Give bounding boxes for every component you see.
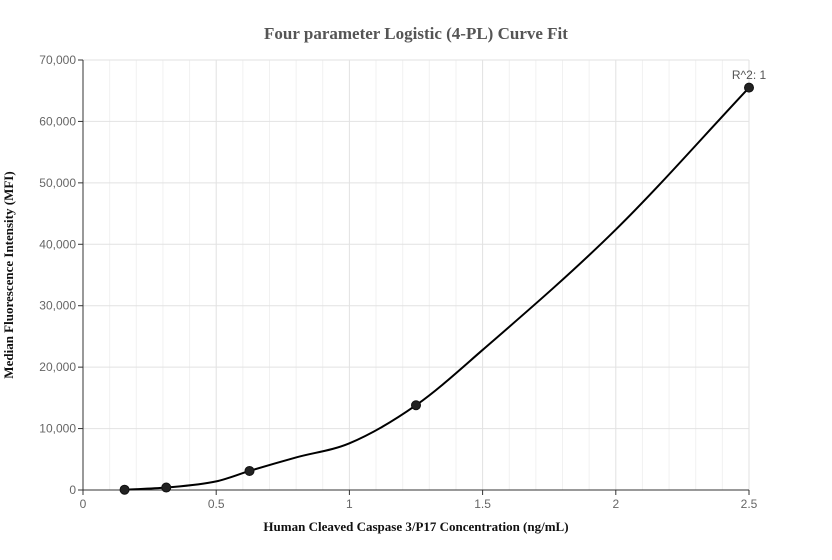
data-point[interactable] xyxy=(119,484,130,495)
data-point[interactable] xyxy=(744,82,754,93)
fit-curve xyxy=(124,86,750,491)
y-tick-label: 10,000 xyxy=(39,422,76,436)
x-tick-label: 2 xyxy=(612,497,619,511)
y-tick-label: 50,000 xyxy=(39,176,76,190)
data-point[interactable] xyxy=(161,482,172,493)
grid-layer xyxy=(83,59,750,490)
x-tick-label: 2.5 xyxy=(741,497,758,511)
x-tick-label: 0 xyxy=(80,497,87,511)
x-axis-label: Human Cleaved Caspase 3/P17 Concentratio… xyxy=(263,519,568,534)
tick-label-layer: 0 0.5 1 1.5 2 2.5 0 10,000 20,000 30,000 40,000 50,… xyxy=(39,53,757,511)
axis-layer xyxy=(78,59,750,495)
y-tick-label: 40,000 xyxy=(39,237,76,251)
data-point[interactable] xyxy=(411,400,421,411)
y-tick-label: 60,000 xyxy=(39,114,76,128)
y-tick-label: 70,000 xyxy=(39,53,76,67)
y-axis-label: Median Fluorescence Intensity (MFI) xyxy=(1,171,16,378)
series-layer xyxy=(119,82,754,495)
r-squared-annotation: R^2: 1 xyxy=(732,68,767,82)
x-tick-label: 1 xyxy=(346,497,353,511)
x-tick-label: 0.5 xyxy=(208,497,225,511)
chart-title: Four parameter Logistic (4-PL) Curve Fit xyxy=(264,24,568,43)
y-tick-label: 30,000 xyxy=(39,299,76,313)
data-point[interactable] xyxy=(244,465,255,476)
x-tick-label: 1.5 xyxy=(474,497,491,511)
y-tick-label: 0 xyxy=(69,483,76,497)
y-tick-label: 20,000 xyxy=(39,360,76,374)
